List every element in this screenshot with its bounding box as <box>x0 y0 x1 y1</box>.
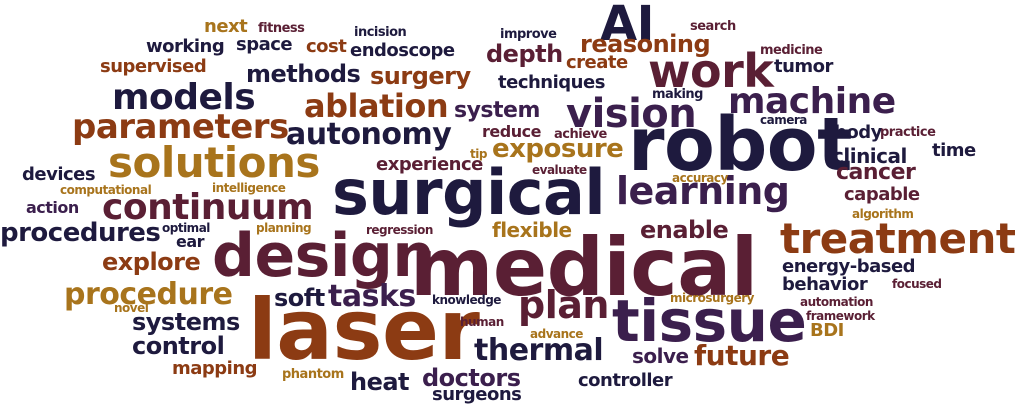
word-controller: controller <box>578 370 673 391</box>
word-surgery: surgery <box>370 62 471 90</box>
word-continuum: continuum <box>102 187 314 228</box>
word-time: time <box>932 140 976 161</box>
word-solutions: solutions <box>108 138 320 187</box>
word-ai: AI <box>600 0 655 52</box>
word-bdi: BDI <box>810 320 844 341</box>
word-tip: tip <box>470 147 487 161</box>
word-body: body <box>834 122 882 143</box>
word-techniques: techniques <box>498 72 605 93</box>
word-focused: focused <box>892 277 942 291</box>
word-intelligence: intelligence <box>212 181 286 195</box>
word-space: space <box>236 34 293 55</box>
word-cancer: cancer <box>836 160 916 185</box>
word-surgical: surgical <box>332 156 606 229</box>
word-control: control <box>132 332 225 360</box>
word-flexible: flexible <box>492 218 572 242</box>
word-clinical: clinical <box>832 144 907 168</box>
word-reduce: reduce <box>482 122 541 141</box>
word-improve: improve <box>500 27 557 42</box>
word-vision: vision <box>566 91 697 137</box>
word-planning: planning <box>256 221 312 235</box>
word-methods: methods <box>246 60 361 88</box>
word-computational: computational <box>60 183 152 197</box>
word-machine: machine <box>728 81 896 122</box>
word-treatment: treatment <box>780 214 1016 263</box>
word-thermal: thermal <box>474 333 604 368</box>
word-fitness: fitness <box>258 21 305 36</box>
word-advance: advance <box>530 327 583 341</box>
word-evaluate: evaluate <box>532 163 587 177</box>
word-doctors: doctors <box>422 364 521 392</box>
word-explore: explore <box>102 248 201 276</box>
word-future: future <box>694 339 790 372</box>
word-endoscope: endoscope <box>350 40 455 61</box>
word-camera: camera <box>760 113 807 127</box>
word-exposure: exposure <box>492 134 624 164</box>
word-medical: medical <box>410 221 758 314</box>
word-surgeons: surgeons <box>432 384 522 405</box>
word-procedures: procedures <box>0 218 161 248</box>
word-behavior: behavior <box>782 274 868 295</box>
word-tissue: tissue <box>612 287 807 355</box>
word-accuracy: accuracy <box>672 171 728 185</box>
word-systems: systems <box>132 308 240 336</box>
word-ear: ear <box>176 232 205 251</box>
word-novel: novel <box>114 301 149 315</box>
word-energy-based: energy-based <box>782 256 916 277</box>
word-phantom: phantom <box>282 367 344 382</box>
word-mapping: mapping <box>172 358 258 379</box>
word-algorithm: algorithm <box>852 207 914 221</box>
word-automation: automation <box>800 295 873 309</box>
word-system: system <box>454 98 540 123</box>
word-capable: capable <box>844 184 920 205</box>
word-soft: soft <box>274 284 325 312</box>
word-depth: depth <box>486 40 563 68</box>
word-tasks: tasks <box>328 279 416 314</box>
word-learning: learning <box>616 169 790 213</box>
word-experience: experience <box>376 154 483 175</box>
word-plan: plan <box>518 283 609 327</box>
word-robot: robot <box>628 102 853 188</box>
word-devices: devices <box>22 164 96 185</box>
word-heat: heat <box>350 368 410 396</box>
word-cost: cost <box>306 36 347 57</box>
word-search: search <box>690 19 736 34</box>
word-regression: regression <box>366 223 433 237</box>
word-supervised: supervised <box>100 56 207 77</box>
word-laser: laser <box>248 281 480 379</box>
word-next: next <box>204 16 248 37</box>
word-create: create <box>566 52 628 73</box>
word-models: models <box>112 77 256 118</box>
word-work: work <box>648 44 774 98</box>
word-optimal: optimal <box>162 221 210 235</box>
word-making: making <box>652 87 703 102</box>
word-knowledge: knowledge <box>432 293 501 307</box>
word-solve: solve <box>632 344 689 368</box>
word-parameters: parameters <box>72 107 289 147</box>
word-medicine: medicine <box>760 43 823 58</box>
word-ablation: ablation <box>304 87 449 125</box>
word-tumor: tumor <box>774 56 833 77</box>
word-working: working <box>146 36 225 57</box>
word-human: human <box>460 315 504 329</box>
word-practice: practice <box>880 125 936 140</box>
word-design: design <box>212 221 435 291</box>
word-incision: incision <box>354 25 407 40</box>
word-achieve: achieve <box>554 127 607 142</box>
word-autonomy: autonomy <box>286 117 452 152</box>
word-procedure: procedure <box>64 277 233 312</box>
word-reasoning: reasoning <box>580 30 711 58</box>
word-action: action <box>26 198 79 217</box>
word-enable: enable <box>640 216 729 244</box>
word-microsurgery: microsurgery <box>670 291 754 305</box>
word-framework: framework <box>806 309 875 323</box>
